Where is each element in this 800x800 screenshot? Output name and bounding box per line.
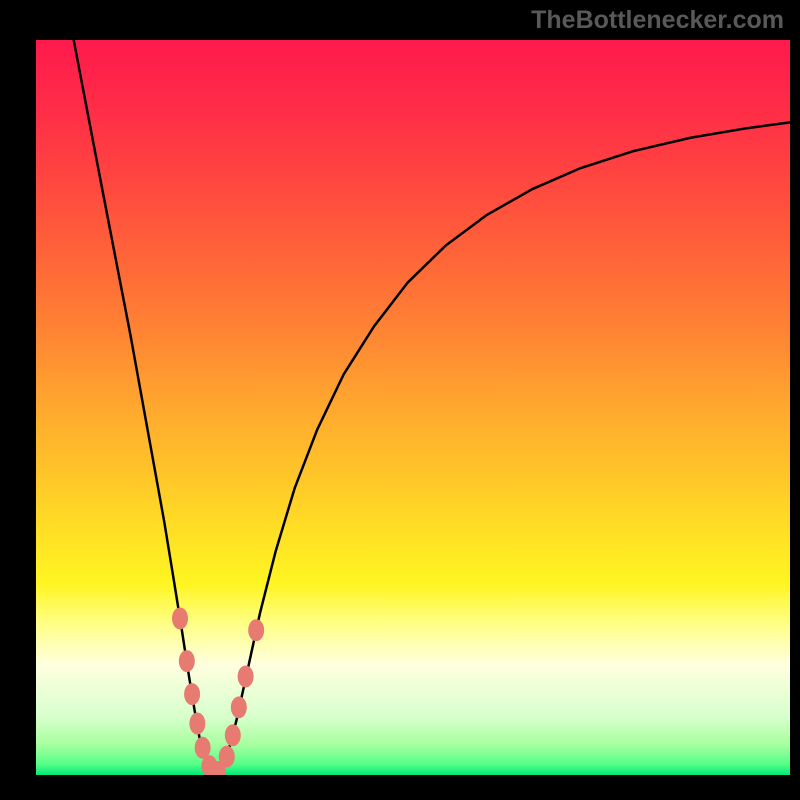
data-marker [225, 724, 241, 746]
data-marker [172, 607, 188, 629]
data-marker [184, 683, 200, 705]
data-marker [179, 650, 195, 672]
bottleneck-curve [215, 122, 790, 775]
data-marker [219, 746, 235, 768]
data-marker [248, 619, 264, 641]
data-marker [231, 696, 247, 718]
chart-svg-overlay [0, 0, 800, 800]
chart-container: TheBottlenecker.com [0, 0, 800, 800]
watermark-text: TheBottlenecker.com [531, 6, 784, 35]
data-marker [189, 713, 205, 735]
data-marker [238, 666, 254, 688]
